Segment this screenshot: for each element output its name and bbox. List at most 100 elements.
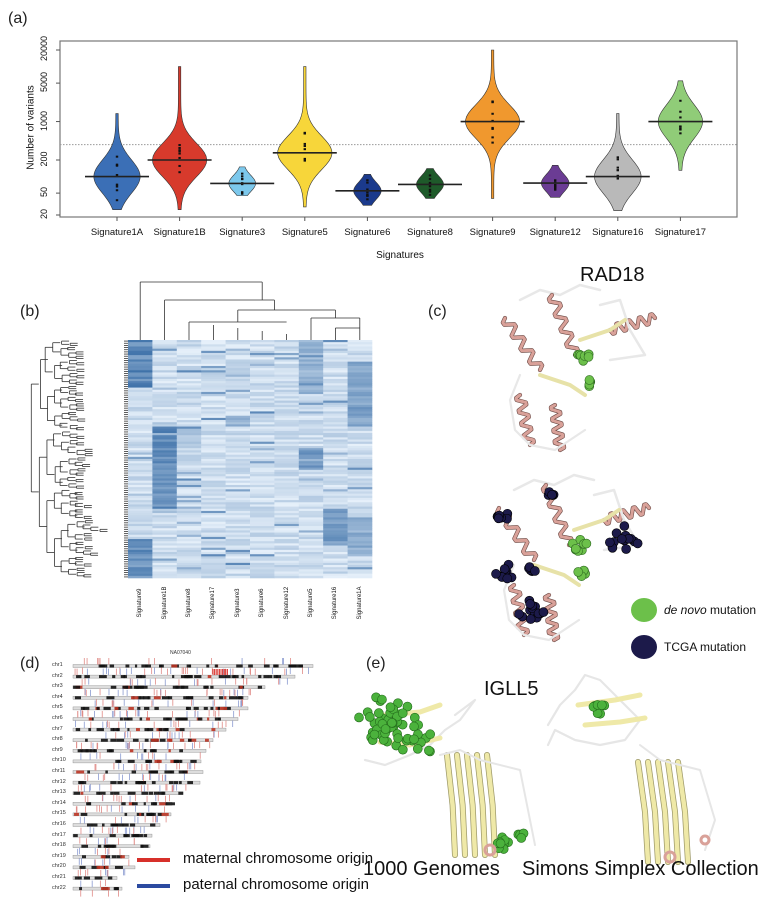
heatmap-cell [250, 344, 275, 347]
chromosome-band [145, 664, 151, 668]
heatmap-cell [298, 459, 324, 462]
heatmap-cell [128, 430, 153, 434]
heatmap-cell [201, 573, 226, 577]
heatmap-cell [128, 521, 153, 525]
heatmap-cell [323, 469, 348, 473]
chromosome-band [158, 791, 166, 795]
chromosome-band [131, 770, 137, 774]
x-tick-label: Signature5 [281, 227, 328, 238]
heatmap-cell [176, 389, 202, 393]
heatmap-cell [298, 552, 324, 555]
heatmap-cell [250, 422, 275, 425]
data-point [616, 169, 619, 172]
heatmap-cell [347, 532, 373, 536]
heatmap-cell [274, 368, 300, 371]
chromosome-band [85, 749, 92, 753]
heatmap-cell [274, 519, 300, 523]
heatmap-cell [347, 478, 373, 481]
heatmap-cell [128, 495, 153, 499]
heatmap-cell [128, 381, 153, 384]
heatmap-cell [201, 417, 226, 421]
heatmap-cell [152, 452, 178, 455]
heatmap-cell [274, 549, 300, 553]
heatmap-cell [347, 513, 373, 516]
heatmap-cell [152, 352, 178, 356]
heatmap-cell [176, 433, 202, 436]
heatmap-cell [323, 495, 348, 499]
heatmap-cell [201, 560, 226, 564]
heatmap-cell [128, 383, 153, 386]
data-point [366, 188, 369, 191]
heatmap-cell [225, 424, 251, 427]
heatmap-cell [250, 510, 275, 514]
chromosome-band [151, 781, 156, 785]
heatmap-cell [347, 422, 373, 425]
heatmap-cell [201, 500, 226, 503]
residue-sphere [377, 694, 387, 705]
heatmap-cell [152, 536, 178, 540]
chromosome-band [186, 675, 193, 679]
heatmap-cell [298, 558, 324, 561]
chromosome-band [119, 717, 123, 721]
ribbon [546, 673, 642, 747]
heatmap-cell [201, 523, 226, 527]
violin-signature16 [594, 113, 642, 211]
data-point [178, 164, 181, 167]
heatmap-cell [225, 554, 251, 557]
heatmap-cell [323, 575, 348, 579]
chromosome-band [187, 738, 192, 742]
chromosome-band [171, 664, 178, 668]
heatmap-cell [250, 476, 275, 479]
heatmap-cell [176, 459, 202, 462]
heatmap-cell [274, 391, 300, 395]
heatmap-cell [274, 430, 300, 434]
heatmap-cell [176, 504, 202, 507]
heatmap-cell [274, 361, 300, 365]
data-point [241, 192, 244, 195]
heatmap-cell [152, 569, 178, 572]
heatmap-cell [176, 391, 202, 395]
violin-signature12 [541, 165, 570, 198]
ribbon [508, 373, 587, 452]
heatmap-cell [323, 521, 348, 525]
ribbon [439, 749, 536, 846]
heatmap-cell [128, 480, 153, 484]
heatmap-cell [323, 428, 348, 432]
heatmap-cell [323, 545, 348, 549]
chromosome-band [211, 728, 216, 732]
chromosome-band [127, 717, 133, 721]
heatmap-cell [347, 484, 373, 488]
heatmap-cell [152, 567, 178, 570]
heatmap-cell [298, 456, 324, 460]
heatmap-cell [128, 433, 153, 436]
heatmap-cell [128, 569, 153, 572]
heatmap-cell [176, 541, 202, 544]
heatmap-cell [347, 363, 373, 367]
ribbon [547, 293, 580, 357]
heatmap-cell [250, 565, 275, 568]
heatmap-cell [250, 534, 275, 538]
heatmap-cell [347, 361, 373, 365]
heatmap-cell [176, 497, 202, 501]
heatmap-cell [201, 344, 226, 347]
heatmap-cell [176, 359, 202, 362]
heatmap-cell [347, 467, 373, 471]
chromosome-band [114, 706, 119, 710]
chromosome-band [127, 759, 135, 763]
data-point [554, 179, 557, 182]
heatmap-cell [225, 461, 251, 464]
residue-sphere [369, 729, 380, 740]
heatmap-cell [250, 502, 275, 505]
heatmap-cell [347, 383, 373, 386]
heatmap-cell [176, 484, 202, 488]
heatmap-cell [274, 506, 300, 510]
heatmap-cell [250, 439, 275, 442]
heatmap-cell [323, 446, 348, 449]
heatmap-cell [201, 497, 226, 501]
heatmap-cell [152, 491, 178, 494]
chromosome-band [79, 781, 87, 785]
chromosome-band [87, 770, 91, 774]
heatmap-cell [250, 355, 275, 358]
heatmap-cell [250, 560, 275, 564]
heatmap-cell [323, 523, 348, 527]
